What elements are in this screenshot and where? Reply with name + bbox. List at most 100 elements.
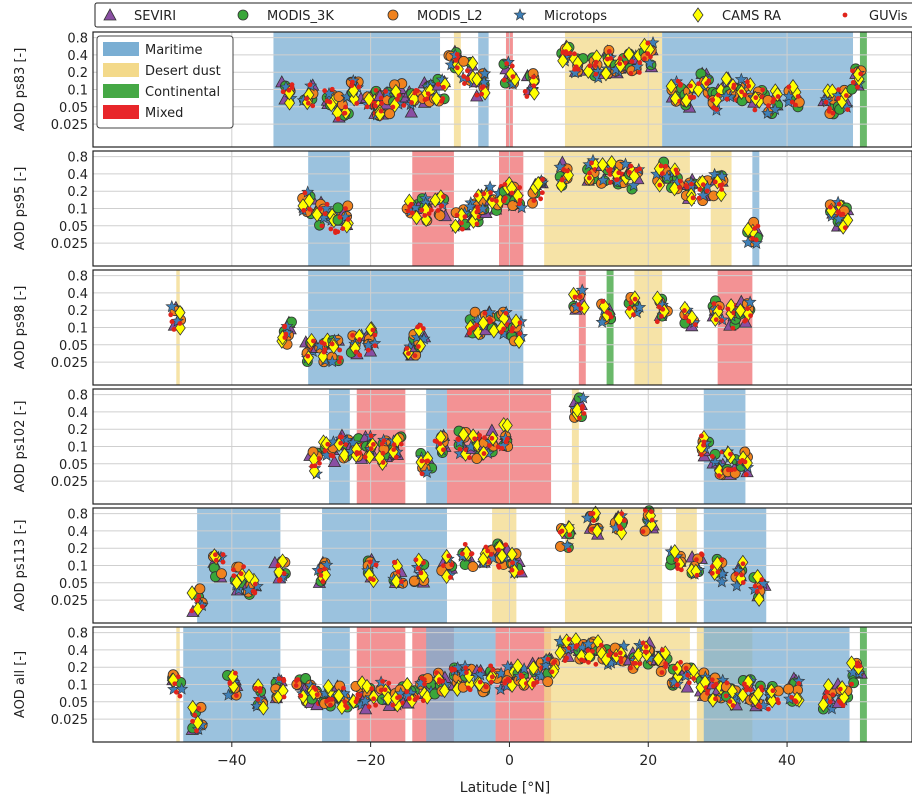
marker-guvis xyxy=(836,87,841,93)
marker-guvis xyxy=(606,168,611,173)
marker-guvis xyxy=(418,570,424,576)
marker-guvis xyxy=(449,667,455,673)
marker-guvis xyxy=(551,660,556,666)
y-axis-label: AOD all [-] xyxy=(13,651,28,718)
marker-guvis xyxy=(344,705,350,710)
marker-guvis xyxy=(241,564,247,570)
marker-guvis xyxy=(691,94,697,100)
marker-guvis xyxy=(438,203,444,209)
marker-guvis xyxy=(307,206,313,212)
marker-guvis xyxy=(304,96,310,102)
band-swatch-continental xyxy=(103,84,139,98)
marker-guvis xyxy=(362,454,368,460)
marker-guvis xyxy=(280,89,286,95)
marker-guvis xyxy=(338,355,344,361)
marker-guvis xyxy=(354,101,360,106)
marker-guvis xyxy=(739,572,745,578)
marker-guvis xyxy=(683,314,688,320)
marker-guvis xyxy=(637,70,642,75)
marker-cams-ra xyxy=(441,568,453,585)
marker-guvis xyxy=(415,565,421,571)
marker-guvis xyxy=(795,94,801,99)
marker-guvis xyxy=(706,78,712,84)
legend-label-cams-ra: CAMS RA xyxy=(722,9,781,24)
marker-guvis xyxy=(483,544,489,550)
marker-guvis xyxy=(786,84,792,90)
marker-microtops xyxy=(761,106,775,119)
marker-guvis xyxy=(697,187,703,192)
marker-guvis xyxy=(457,446,463,452)
marker-guvis xyxy=(380,450,386,456)
marker-cams-ra xyxy=(623,46,635,62)
marker-guvis xyxy=(844,93,849,98)
marker-cams-ra xyxy=(390,573,402,590)
marker-guvis xyxy=(517,185,523,190)
marker-cams-ra xyxy=(501,417,513,434)
marker-guvis xyxy=(462,81,467,86)
marker-guvis xyxy=(454,212,460,218)
marker-guvis xyxy=(675,566,681,571)
marker-cams-ra xyxy=(787,78,799,95)
marker-guvis xyxy=(474,92,480,98)
marker-guvis xyxy=(517,197,523,203)
marker-guvis xyxy=(503,310,509,316)
y-tick-label: 0.1 xyxy=(67,679,88,694)
marker-guvis xyxy=(587,170,592,176)
marker-guvis xyxy=(765,103,771,109)
marker-guvis xyxy=(618,655,624,661)
marker-guvis xyxy=(617,61,623,67)
marker-guvis xyxy=(524,94,530,99)
marker-guvis xyxy=(463,665,469,671)
marker-guvis xyxy=(372,332,378,338)
marker-guvis xyxy=(725,306,731,312)
marker-guvis xyxy=(406,696,412,701)
y-axis-label: AOD ps98 [-] xyxy=(13,286,28,370)
marker-guvis xyxy=(699,452,704,458)
marker-guvis xyxy=(710,97,716,103)
marker-cams-ra xyxy=(257,700,269,716)
marker-guvis xyxy=(275,563,281,568)
marker-guvis xyxy=(755,223,761,229)
marker-guvis xyxy=(759,577,765,583)
marker-guvis xyxy=(509,190,515,196)
marker-guvis xyxy=(656,304,662,310)
marker-guvis xyxy=(586,659,591,665)
marker-guvis xyxy=(340,226,346,232)
marker-guvis xyxy=(177,693,183,699)
marker-guvis xyxy=(654,319,660,325)
marker-guvis xyxy=(713,696,718,702)
marker-guvis xyxy=(276,578,282,583)
marker-guvis xyxy=(379,100,385,106)
marker-cams-ra xyxy=(460,544,472,561)
marker-guvis xyxy=(644,649,650,655)
marker-guvis xyxy=(414,88,420,94)
marker-guvis xyxy=(409,100,414,105)
marker-guvis xyxy=(338,440,344,446)
legend-marker-microtops xyxy=(513,8,527,21)
marker-guvis xyxy=(760,687,765,693)
marker-guvis xyxy=(467,455,472,461)
marker-guvis xyxy=(419,458,425,464)
marker-guvis xyxy=(310,103,316,109)
marker-guvis xyxy=(628,665,633,671)
marker-guvis xyxy=(490,667,496,673)
marker-guvis xyxy=(824,689,830,695)
marker-guvis xyxy=(489,435,495,441)
marker-guvis xyxy=(574,643,580,648)
marker-guvis xyxy=(380,678,385,684)
marker-guvis xyxy=(658,163,664,169)
marker-guvis xyxy=(674,682,680,688)
marker-guvis xyxy=(709,570,715,576)
marker-cams-ra xyxy=(726,683,738,699)
marker-guvis xyxy=(728,451,733,457)
marker-guvis xyxy=(298,693,304,699)
marker-guvis xyxy=(415,344,421,349)
marker-guvis xyxy=(488,679,494,685)
marker-guvis xyxy=(838,212,844,217)
marker-cams-ra xyxy=(364,449,376,465)
marker-guvis xyxy=(677,184,682,190)
marker-guvis xyxy=(369,686,375,691)
marker-guvis xyxy=(365,347,371,353)
y-tick-label: 0.05 xyxy=(59,458,88,473)
marker-guvis xyxy=(281,677,287,682)
